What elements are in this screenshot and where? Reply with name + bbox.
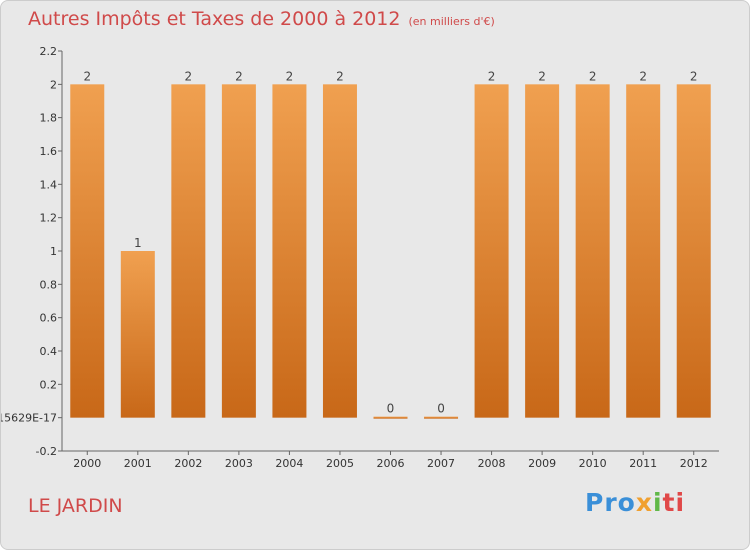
data-label: 2	[639, 69, 647, 83]
y-tick-label: 1.2	[40, 212, 58, 225]
data-label: 2	[538, 69, 546, 83]
chart-title: Autres Impôts et Taxes de 2000 à 2012 (en…	[28, 8, 495, 30]
y-tick-label: -0.2	[36, 445, 57, 458]
x-tick-label: 2000	[73, 457, 101, 470]
x-tick-label: 2007	[427, 457, 455, 470]
y-tick-label: 1.4	[40, 178, 58, 191]
data-label: 2	[589, 69, 597, 83]
y-tick-label: 2	[50, 78, 57, 91]
data-label: 2	[488, 69, 496, 83]
data-label: 2	[690, 69, 698, 83]
x-tick-label: 2003	[225, 457, 253, 470]
x-tick-label: 2009	[528, 457, 556, 470]
x-tick-label: 2004	[275, 457, 303, 470]
y-tick-label: 1.8	[40, 112, 58, 125]
location-label: LE JARDIN	[28, 495, 123, 517]
y-tick-label: 2.2	[40, 45, 58, 58]
bar	[424, 416, 459, 419]
x-tick-label: 2006	[377, 457, 405, 470]
y-tick-label: 1.6	[40, 145, 58, 158]
bar	[676, 84, 711, 418]
y-tick-label: 1	[50, 245, 57, 258]
data-label: 2	[235, 69, 243, 83]
chart-unit: (en milliers d'€)	[408, 15, 495, 28]
y-tick-label: 0.2	[40, 378, 58, 391]
data-label: 2	[185, 69, 193, 83]
y-tick-label: 0.8	[40, 278, 58, 291]
chart-title-text: Autres Impôts et Taxes de 2000 à 2012	[28, 8, 401, 30]
y-tick-label: -1.15629E-17	[1, 412, 57, 425]
bar	[120, 251, 155, 418]
x-tick-label: 2011	[629, 457, 657, 470]
proxiti-logo: Proxiti	[585, 488, 686, 517]
data-label: 2	[83, 69, 91, 83]
x-tick-label: 2008	[478, 457, 506, 470]
bar	[272, 84, 307, 418]
data-label: 1	[134, 236, 142, 250]
bar	[474, 84, 509, 418]
bar	[221, 84, 256, 418]
x-tick-label: 2002	[174, 457, 202, 470]
bar	[525, 84, 560, 418]
x-tick-label: 2012	[680, 457, 708, 470]
x-tick-label: 2005	[326, 457, 354, 470]
data-label: 2	[286, 69, 294, 83]
data-label: 2	[336, 69, 344, 83]
bar	[626, 84, 661, 418]
bar	[70, 84, 105, 418]
bar	[373, 416, 408, 419]
data-label: 0	[437, 402, 445, 416]
bar	[575, 84, 610, 418]
y-tick-label: 0.6	[40, 312, 58, 325]
data-label: 0	[387, 402, 395, 416]
x-tick-label: 2010	[579, 457, 607, 470]
x-tick-label: 2001	[124, 457, 152, 470]
bar	[322, 84, 357, 418]
bar	[171, 84, 206, 418]
y-tick-label: 0.4	[40, 345, 58, 358]
